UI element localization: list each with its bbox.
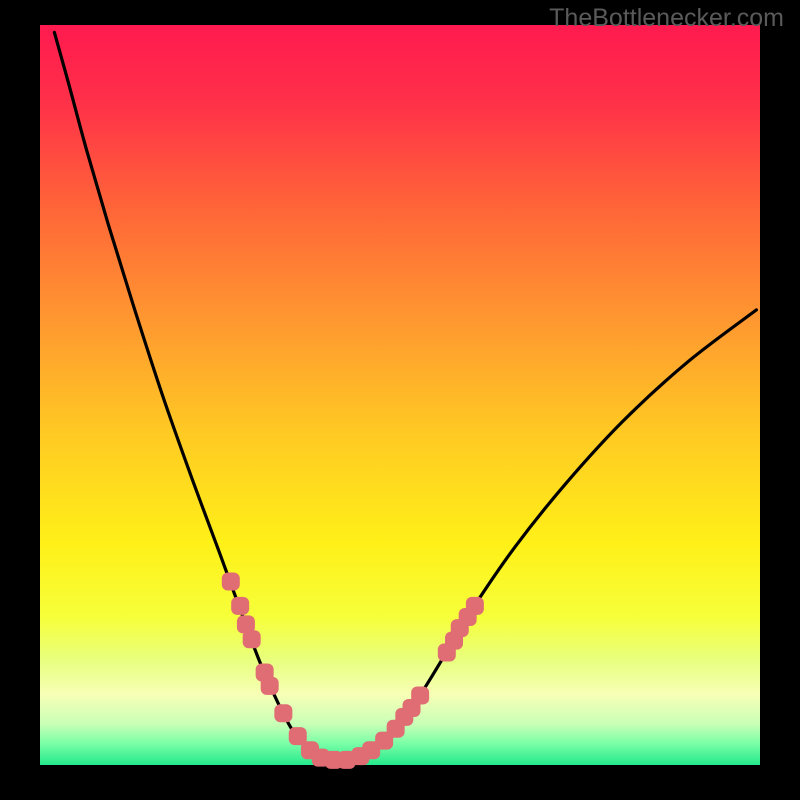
data-marker	[411, 686, 429, 704]
overlay-svg	[0, 0, 800, 800]
stage: TheBottlenecker.com	[0, 0, 800, 800]
data-marker	[261, 677, 279, 695]
watermark-text: TheBottlenecker.com	[549, 4, 784, 33]
bottleneck-curve	[54, 32, 756, 760]
data-marker	[231, 597, 249, 615]
data-marker	[274, 704, 292, 722]
data-marker	[222, 572, 240, 590]
data-marker	[243, 630, 261, 648]
data-marker	[466, 597, 484, 615]
